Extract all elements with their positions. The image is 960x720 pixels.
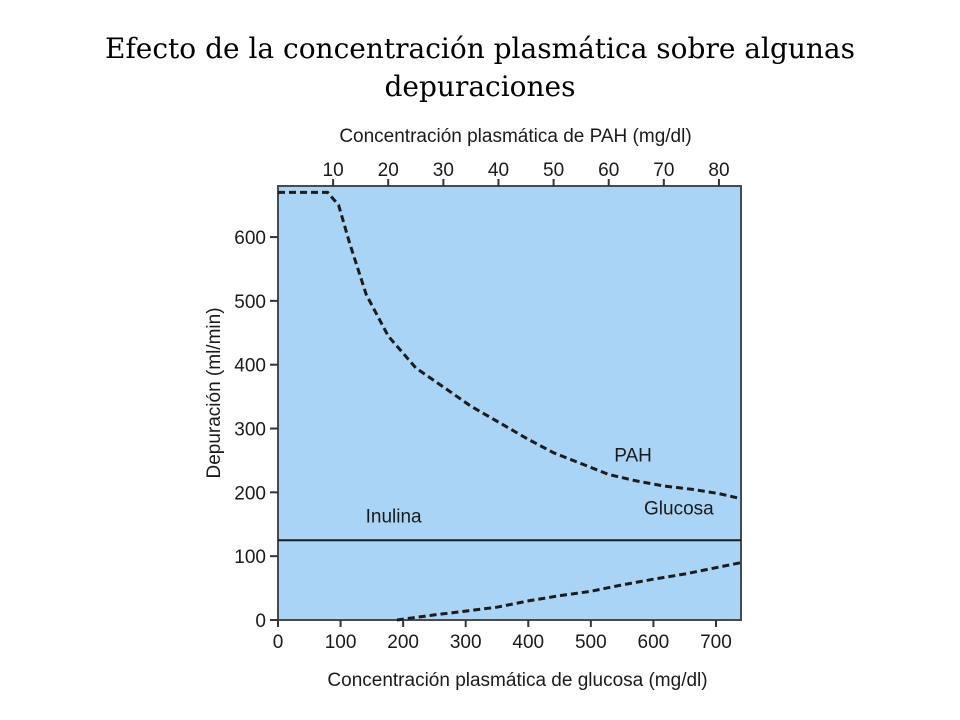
x-bottom-tick-label: 700 (700, 632, 732, 653)
series-line-glucosa (396, 561, 742, 622)
x-bottom-tick-label: 500 (575, 632, 607, 653)
x-axis-bottom-title: Concentración plasmática de glucosa (mg/… (327, 670, 707, 691)
x-bottom-tick-label: 400 (512, 632, 544, 653)
y-tick-label: 200 (234, 483, 266, 504)
x-top-tick-label: 70 (653, 160, 674, 181)
y-tick-label: 400 (234, 356, 266, 377)
plot-area (277, 185, 742, 621)
x-top-tick-label: 50 (543, 160, 564, 181)
y-axis-title: Depuración (ml/min) (204, 307, 225, 478)
y-tick-label: 600 (234, 228, 266, 249)
labels-layer: PAH Glucosa Inulina (366, 446, 715, 528)
x-top-tick-label: 60 (598, 160, 619, 181)
annotation-glucosa: Glucosa (644, 499, 714, 520)
x-bottom-tick-label: 600 (638, 632, 670, 653)
y-tick-label: 100 (234, 547, 266, 568)
x-bottom-tick-label: 0 (273, 632, 284, 653)
y-tick-label: 0 (255, 611, 266, 632)
annotation-pah: PAH (614, 446, 652, 467)
x-top-tick-label: 10 (323, 160, 344, 181)
slide-title: Efecto de la concentración plasmática so… (105, 32, 855, 103)
x-top-tick-label: 40 (488, 160, 509, 181)
x-bottom-tick-label: 100 (325, 632, 357, 653)
x-top-tick-label: 20 (378, 160, 399, 181)
x-bottom-tick-label: 200 (387, 632, 419, 653)
x-top-tick-label: 30 (433, 160, 454, 181)
y-tick-label: 300 (234, 420, 266, 441)
x-bottom-tick-label: 300 (450, 632, 482, 653)
x-axis-top-title: Concentración plasmática de PAH (mg/dl) (339, 126, 691, 147)
x-top-tick-label: 80 (708, 160, 729, 181)
annotation-inulina: Inulina (366, 506, 422, 527)
series-layer (278, 190, 742, 622)
axes-layer: 0 100 200 300 400 500 600 0 100 200 300 400 500 600 70… (234, 160, 732, 653)
y-tick-label: 500 (234, 292, 266, 313)
